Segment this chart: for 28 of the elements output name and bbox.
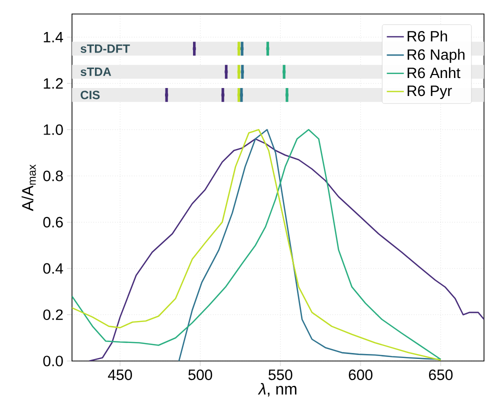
legend-label: R6 Naph [408,48,464,63]
y-tick-label: 0.2 [43,309,63,320]
band-label: sTD-DFT [80,44,130,53]
legend-label: R6 Anht [408,67,460,78]
line-series [178,129,442,361]
y-tick-label: 0.8 [43,170,63,182]
point [240,70,244,74]
x-tick-label: 550 [268,370,292,380]
y-tick-label: 0.4 [43,263,64,274]
x-tick-label: 650 [429,370,453,380]
point [240,47,244,50]
line-series [88,138,484,361]
legend-label: R6 Pyr [408,86,452,100]
point [237,70,240,74]
y-tick-label: 1.0 [44,124,63,135]
y-tick-label: 1.2 [44,78,63,89]
y-axis-title: A/A$_{max}$ [22,164,36,212]
x-tick-label: 450 [108,370,132,380]
legend-label: R6 Ph [408,30,448,42]
y-tick-label: 0.0 [43,356,63,366]
point [237,47,240,50]
y-tick-label: 1.4 [44,32,64,42]
x-tick-label: 600 [348,370,372,380]
x-tick-label: 500 [188,370,212,380]
band-label: CIS [80,90,100,100]
x-axis-title: λ, nm [258,382,296,397]
y-tick-label: 0.6 [43,216,63,228]
band-label: sTDA [80,68,112,76]
